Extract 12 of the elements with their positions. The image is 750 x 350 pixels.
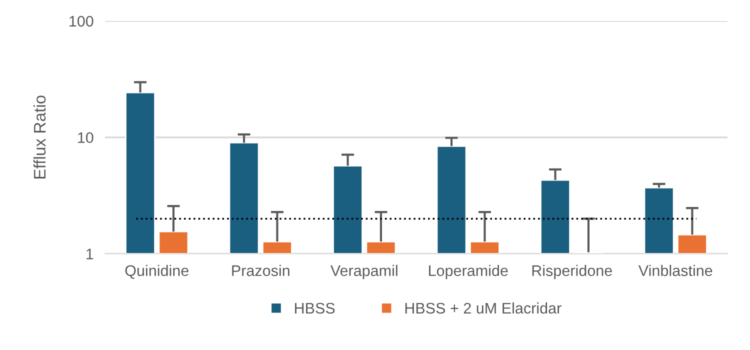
legend-label: HBSS + 2 uM Elacridar <box>405 302 562 314</box>
legend-label: HBSS <box>295 302 335 314</box>
y-axis-title: Efflux Ratio <box>33 96 46 178</box>
x-tick-label: Quinidine <box>125 264 188 279</box>
x-tick-label: Loperamide <box>429 264 508 280</box>
x-tick-label: Verapamil <box>330 264 398 280</box>
y-tick-label: 100 <box>70 16 94 27</box>
x-tick-label: Vinblastine <box>638 264 712 276</box>
y-tick-label: 1 <box>86 248 94 260</box>
x-tick-label: Risperidone <box>532 264 612 280</box>
y-tick-label: 10 <box>78 132 94 144</box>
x-tick-label: Prazosin <box>232 264 290 276</box>
